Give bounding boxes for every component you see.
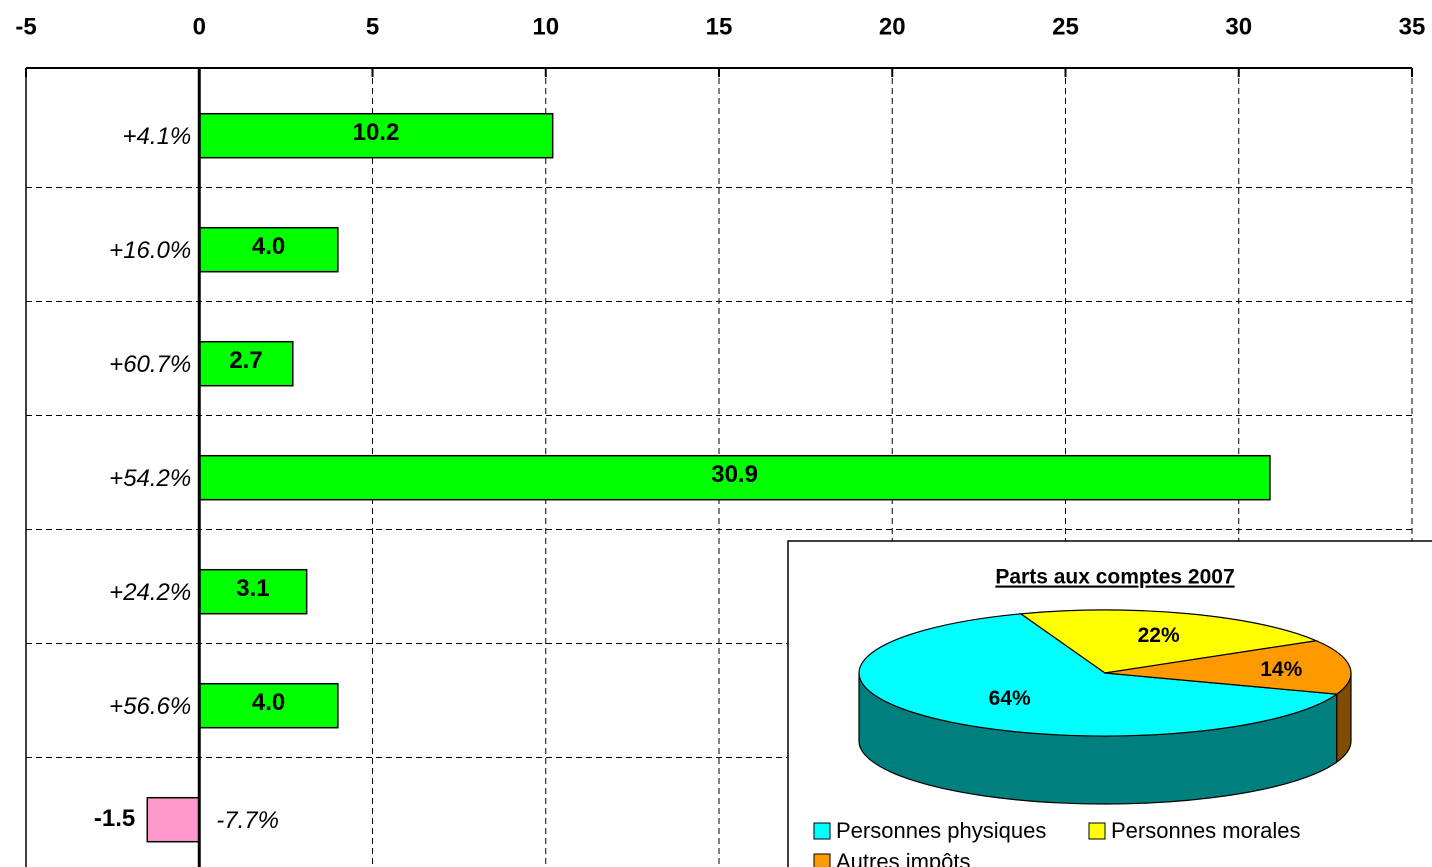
data-label: 4.0 [252,233,285,260]
category-label: +56.6% [109,693,191,720]
legend-label: Personnes physiques [836,818,1046,843]
x-tick-label: 35 [1399,13,1426,40]
legend-label: Autres impôts [836,849,971,867]
bar [198,454,1271,501]
data-label: 30.9 [711,461,758,488]
legend-label: Personnes morales [1111,818,1301,843]
data-label: -1.5 [94,805,135,832]
pie-label: 64% [989,687,1031,710]
data-label: 3.1 [236,575,269,602]
legend-swatch [813,853,831,867]
category-label: +24.2% [109,579,191,606]
legend-swatch [1088,822,1106,840]
x-tick-label: 5 [366,13,379,40]
data-label: 4.0 [252,689,285,716]
category-label: -7.7% [216,807,279,834]
x-tick-label: -5 [15,13,36,40]
bar [198,568,308,615]
data-label: 2.7 [229,347,262,374]
x-tick-label: 20 [879,13,906,40]
bar [198,682,339,729]
legend-swatch [813,822,831,840]
data-label: 10.2 [353,119,400,146]
pie-title: Parts aux comptes 2007 [995,566,1234,589]
bar [146,796,200,843]
category-label: +16.0% [109,237,191,264]
pie-label: 22% [1138,624,1180,647]
x-tick-label: 15 [706,13,733,40]
pie-slice [1104,640,1352,695]
category-label: +54.2% [109,465,191,492]
pie-label: 14% [1260,658,1302,681]
x-tick-label: 0 [193,13,206,40]
category-label: +60.7% [109,351,191,378]
x-tick-label: 10 [532,13,559,40]
x-tick-label: 25 [1052,13,1079,40]
x-tick-label: 30 [1225,13,1252,40]
category-label: +4.1% [123,123,192,150]
pie-slice [858,613,1339,737]
pie-slice [1019,609,1319,674]
